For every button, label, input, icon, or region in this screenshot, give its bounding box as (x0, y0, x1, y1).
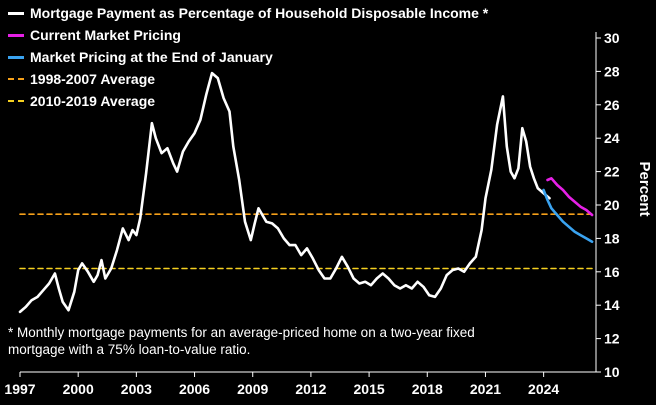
legend-item-payment: Mortgage Payment as Percentage of Househ… (8, 2, 488, 24)
y-tick-label-10: 10 (604, 364, 620, 380)
y-tick-label-20: 20 (604, 197, 620, 213)
legend-label-avg-1998: 1998-2007 Average (30, 71, 156, 87)
y-tick-label-24: 24 (604, 130, 620, 146)
y-tick-label-12: 12 (604, 331, 620, 347)
series-layer (18, 71, 597, 314)
x-tick-label-2012: 2012 (295, 381, 326, 397)
legend-label-current: Current Market Pricing (30, 27, 181, 43)
series-line-payment (18, 71, 551, 314)
x-tick-label-2000: 2000 (63, 381, 94, 397)
x-tick-label-2024: 2024 (528, 381, 559, 397)
y-tick-label-28: 28 (604, 63, 620, 79)
y-axis-label: Percent (636, 161, 653, 216)
footnote: * Monthly mortgage payments for an avera… (8, 324, 568, 358)
legend-swatch-january (8, 55, 24, 59)
legend-item-january: Market Pricing at the End of January (8, 46, 488, 68)
legend-label-payment: Mortgage Payment as Percentage of Househ… (30, 5, 489, 21)
x-tick-label-2003: 2003 (121, 381, 152, 397)
x-tick-label-2021: 2021 (470, 381, 501, 397)
legend-swatch-current (8, 33, 24, 37)
legend-item-current: Current Market Pricing (8, 24, 488, 46)
axis-layer: 1997 2000 2003 2006 2009 2012 2015 2018 2021 2024… (4, 30, 653, 397)
legend-swatch-avg-2010 (8, 100, 24, 102)
x-tick-label-2009: 2009 (237, 381, 268, 397)
legend-label-january: Market Pricing at the End of January (30, 49, 273, 65)
y-tick-label-22: 22 (604, 164, 620, 180)
series-line-january (542, 188, 594, 243)
x-tick-label-2015: 2015 (354, 381, 385, 397)
x-tick-label-2006: 2006 (179, 381, 210, 397)
y-tick-label-14: 14 (604, 297, 620, 313)
legend-item-avg-1998: 1998-2007 Average (8, 68, 488, 90)
legend-item-avg-2010: 2010-2019 Average (8, 90, 488, 112)
y-tick-label-30: 30 (604, 30, 620, 46)
y-tick-label-18: 18 (604, 230, 620, 246)
y-tick-label-26: 26 (604, 97, 620, 113)
x-tick-label-1997: 1997 (4, 381, 35, 397)
legend-label-avg-2010: 2010-2019 Average (30, 93, 156, 109)
y-tick-label-16: 16 (604, 264, 620, 280)
footnote-line-2: mortgage with a 75% loan-to-value ratio. (8, 342, 251, 357)
footnote-line-1: * Monthly mortgage payments for an avera… (8, 325, 475, 340)
legend-swatch-avg-1998 (8, 78, 24, 80)
series-line-current (546, 177, 594, 217)
legend: Mortgage Payment as Percentage of Househ… (8, 2, 488, 112)
legend-swatch-payment (8, 11, 24, 15)
x-tick-label-2018: 2018 (412, 381, 443, 397)
